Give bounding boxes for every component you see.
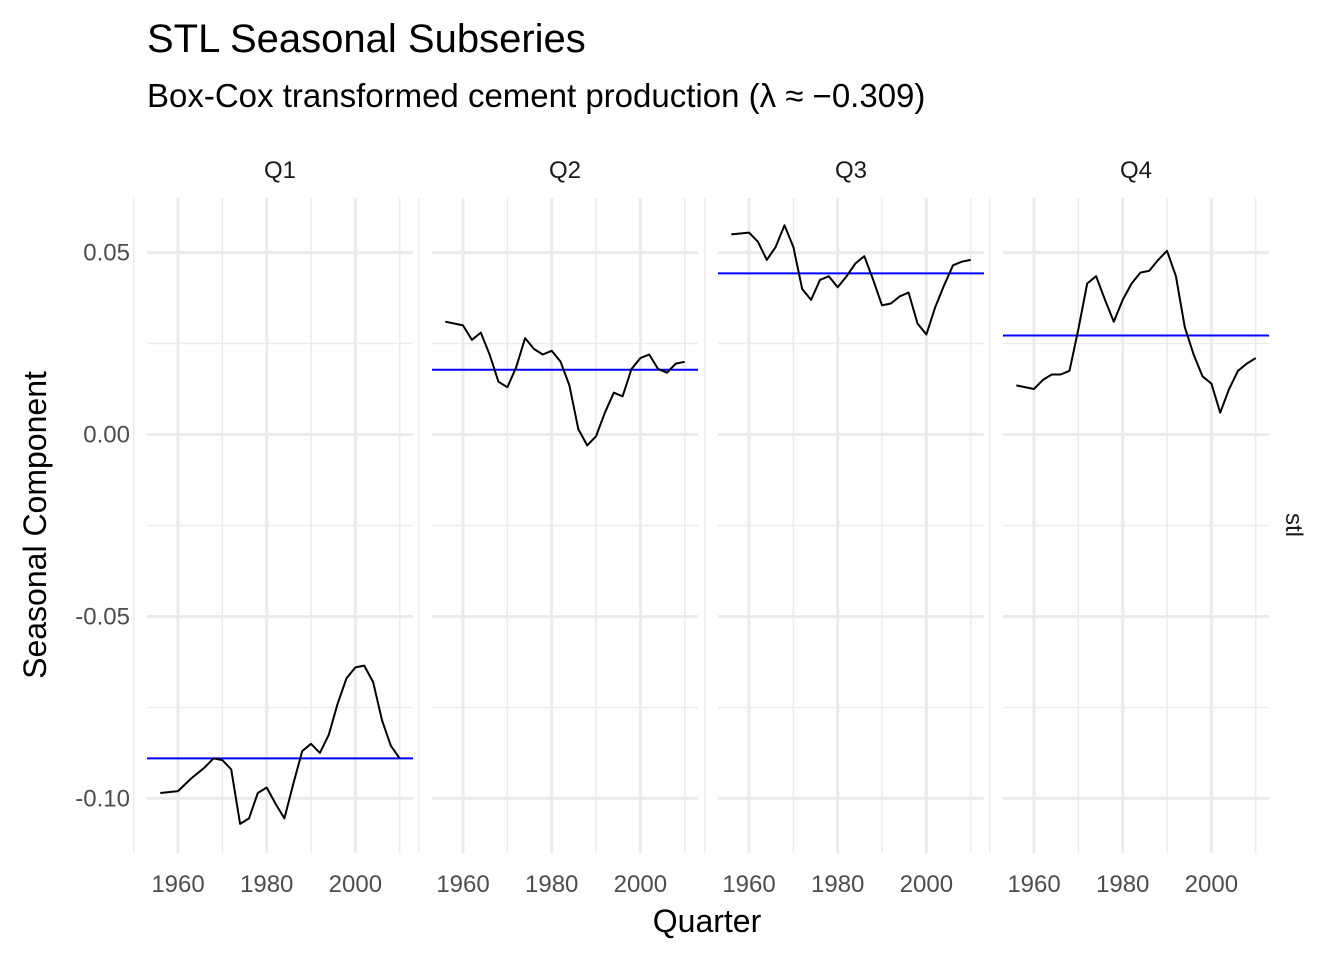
- facet-strip-label: Q2: [549, 157, 581, 184]
- facet-panels: Q1 1960 1980 2000 Q2 1960 1980 2000 Q3 1960 1980 20…: [132, 157, 1269, 898]
- x-tick-label: 1960: [151, 871, 204, 898]
- x-tick-label: 1980: [240, 871, 293, 898]
- x-tick-label: 2000: [614, 871, 667, 898]
- y-tick-label: -0.05: [75, 603, 130, 630]
- x-tick-label: 1980: [1096, 871, 1149, 898]
- x-tick-label: 1980: [811, 871, 864, 898]
- facet-panel-q4: Q4 1960 1980 2000: [988, 157, 1269, 898]
- x-tick-label: 1960: [436, 871, 489, 898]
- x-tick-label: 2000: [329, 871, 382, 898]
- facet-panel-q2: Q2 1960 1980 2000: [417, 157, 698, 898]
- facet-strip-label: Q3: [835, 157, 867, 184]
- facet-panel-q1: Q1 1960 1980 2000: [132, 157, 413, 898]
- x-tick-label: 1980: [525, 871, 578, 898]
- facet-strip-right: stl: [1280, 513, 1307, 537]
- y-axis-ticks: 0.05 0.00 -0.05 -0.10: [75, 240, 130, 813]
- x-tick-label: 1960: [722, 871, 775, 898]
- x-tick-label: 1960: [1007, 871, 1060, 898]
- x-tick-label: 2000: [900, 871, 953, 898]
- facet-panel-q3: Q3 1960 1980 2000: [703, 157, 984, 898]
- seasonal-series-line: [160, 664, 401, 825]
- y-axis-title: Seasonal Component: [17, 371, 53, 679]
- seasonal-series-line: [1016, 249, 1257, 414]
- x-axis-title: Quarter: [653, 903, 762, 939]
- chart-subtitle: Box-Cox transformed cement production (λ…: [147, 77, 925, 114]
- seasonal-series-line: [731, 224, 971, 336]
- y-tick-label: 0.00: [83, 422, 130, 449]
- seasonal-series-line: [445, 320, 685, 447]
- y-tick-label: -0.10: [75, 785, 130, 812]
- chart-title: STL Seasonal Subseries: [147, 17, 586, 61]
- facet-strip-label: Q1: [264, 157, 296, 184]
- facet-strip-label: Q4: [1120, 157, 1152, 184]
- y-tick-label: 0.05: [83, 240, 130, 267]
- x-tick-label: 2000: [1185, 871, 1238, 898]
